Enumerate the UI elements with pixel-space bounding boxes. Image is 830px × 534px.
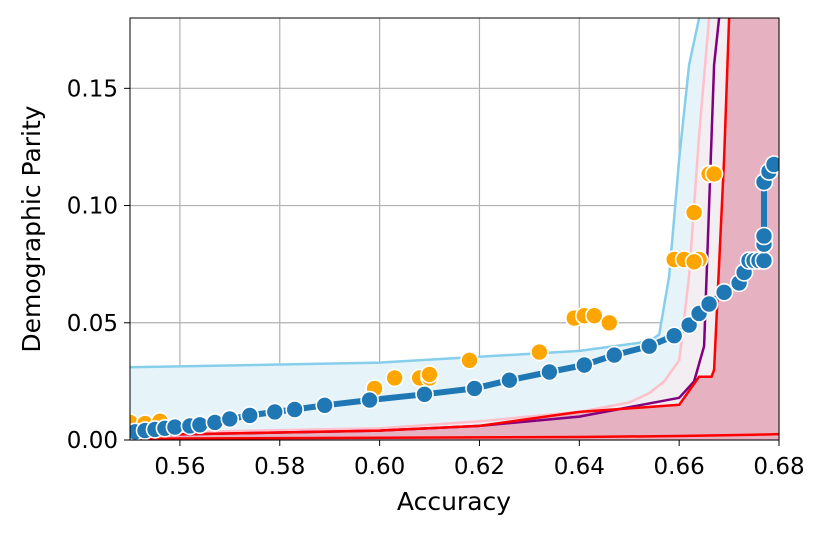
data-point: [500, 370, 519, 390]
data-point: [285, 400, 305, 419]
axis-ticks: 0.56 0.58 0.60 0.62 0.64 0.66 0.68 0.00 0.05 0.10…: [67, 76, 805, 480]
data-point: [530, 342, 549, 362]
x-tick-label: 0.64: [554, 454, 605, 480]
data-point: [699, 294, 719, 314]
data-point: [265, 402, 285, 422]
data-point: [190, 415, 210, 435]
series-points: [130, 155, 779, 440]
data-point: [754, 251, 774, 270]
data-point: [360, 390, 379, 410]
data-point: [220, 409, 240, 429]
y-tick-label: 0.05: [67, 311, 118, 337]
y-tick-label: 0.10: [67, 194, 118, 220]
series-line-0: [130, 18, 701, 369]
plot-frame: [129, 17, 780, 441]
data-point: [764, 155, 779, 174]
y-axis-label: Demographic Parity: [17, 105, 46, 352]
data-point: [684, 252, 704, 272]
data-point: [684, 203, 704, 222]
data-point: [240, 406, 260, 425]
series-line-4: [130, 432, 779, 440]
data-point: [540, 362, 559, 382]
x-tick-label: 0.58: [254, 454, 305, 480]
x-tick-label: 0.66: [654, 454, 705, 480]
data-point: [315, 395, 335, 415]
series-fill-3: [130, 18, 779, 440]
data-point: [604, 345, 624, 365]
data-point: [415, 384, 434, 404]
data-point: [704, 164, 724, 184]
data-point: [754, 226, 774, 246]
data-point: [599, 313, 619, 333]
x-tick-label: 0.56: [154, 454, 205, 480]
y-tick-label: 0.15: [67, 76, 118, 102]
y-tick-label: 0.00: [67, 428, 118, 454]
series-line-1: [130, 18, 711, 435]
data-point: [460, 350, 479, 370]
data-point: [639, 336, 659, 356]
data-point: [465, 379, 484, 398]
data-point: [714, 282, 734, 302]
data-point: [385, 368, 404, 388]
x-tick-label: 0.60: [354, 454, 405, 480]
data-point: [664, 326, 684, 346]
x-axis-label: Accuracy: [397, 487, 511, 516]
data-point: [679, 315, 699, 335]
data-point: [420, 365, 439, 384]
data-point: [584, 306, 604, 326]
x-tick-label: 0.68: [753, 454, 804, 480]
x-tick-label: 0.62: [454, 454, 505, 480]
data-point: [574, 355, 594, 375]
